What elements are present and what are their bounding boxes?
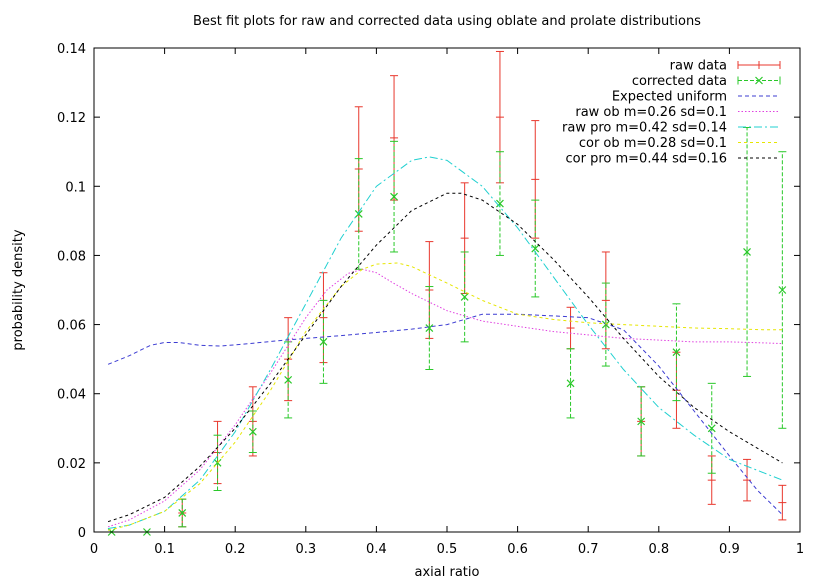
data-point-marker [531, 244, 540, 253]
series-line-3 [107, 268, 783, 528]
x-tick-label: 0.3 [295, 542, 316, 557]
legend-label: cor ob m=0.28 sd=0.1 [579, 136, 727, 151]
x-tick-label: 0.5 [437, 542, 458, 557]
data-point-marker [248, 427, 257, 436]
data-point-marker [178, 509, 187, 517]
y-tick-label: 0.1 [65, 180, 86, 195]
plot-area [107, 50, 787, 536]
data-point-marker [496, 199, 504, 208]
legend-label: raw data [670, 59, 727, 74]
legend-swatch-marker [755, 76, 763, 85]
legend-label: cor pro m=0.44 sd=0.16 [566, 152, 727, 167]
x-tick-label: 0.6 [507, 542, 528, 557]
x-axis-label: axial ratio [415, 565, 480, 580]
series-line-5 [107, 262, 783, 531]
series-line-2 [107, 313, 783, 516]
series-line-4 [108, 156, 783, 529]
x-tick-label: 0.7 [578, 542, 599, 557]
y-tick-label: 0.12 [57, 111, 86, 126]
data-point-marker [319, 337, 328, 346]
data-point-marker [460, 292, 469, 301]
legend-label: raw ob m=0.26 sd=0.1 [575, 105, 727, 120]
x-tick-label: 0.4 [366, 542, 387, 557]
x-tick-label: 0.1 [154, 542, 175, 557]
y-axis-label: probability density [11, 229, 26, 350]
data-point-marker [707, 424, 716, 433]
series-line-6 [107, 192, 783, 523]
data-point-marker [425, 324, 434, 332]
data-point-marker [672, 348, 681, 357]
chart-title: Best fit plots for raw and corrected dat… [193, 14, 701, 29]
y-tick-label: 0.14 [57, 42, 86, 57]
data-point-marker [637, 417, 646, 426]
x-tick-label: 0 [90, 542, 98, 557]
legend-label: Expected uniform [612, 90, 727, 105]
x-tick-label: 0.9 [719, 542, 740, 557]
data-point-marker [601, 320, 610, 329]
y-tick-label: 0.08 [57, 249, 86, 264]
data-point-marker [390, 192, 398, 201]
y-tick-label: 0.04 [57, 388, 86, 403]
data-point-marker [778, 286, 787, 294]
y-tick-label: 0.02 [57, 457, 86, 472]
x-tick-label: 1 [796, 542, 804, 557]
legend-label: raw pro m=0.42 sd=0.14 [562, 121, 727, 136]
data-point-marker [354, 210, 363, 218]
legend-label: corrected data [632, 74, 727, 89]
data-point-marker [743, 248, 751, 256]
y-tick-label: 0 [78, 526, 86, 541]
data-point-marker [284, 375, 293, 384]
y-tick-label: 0.06 [57, 319, 86, 334]
data-point-marker [566, 379, 575, 388]
x-tick-label: 0.2 [225, 542, 246, 557]
x-tick-label: 0.8 [648, 542, 669, 557]
